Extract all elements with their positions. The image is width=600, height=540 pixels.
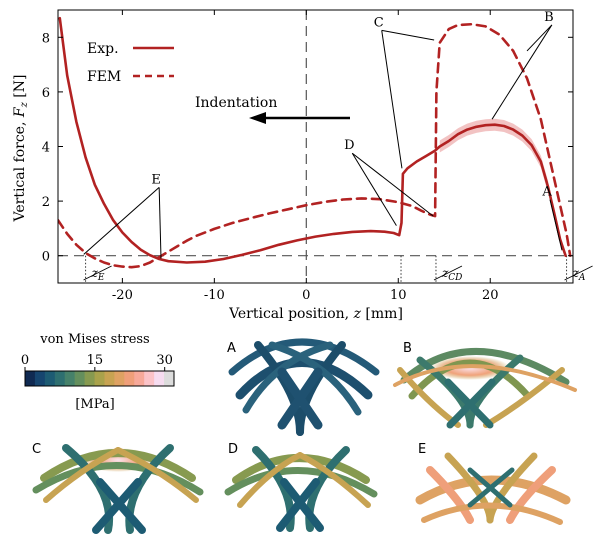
confidence-band-layer xyxy=(439,118,549,194)
colorbar-cell xyxy=(64,371,76,386)
colorbar-cells xyxy=(25,371,175,386)
y-axis-label: Vertical force, Fz [N] xyxy=(12,75,30,223)
x-tick-label: 10 xyxy=(390,288,407,303)
annotation-label: E xyxy=(151,172,161,187)
marker-label: zE xyxy=(91,266,105,283)
annotation-leader xyxy=(491,24,553,120)
panel-c-structure xyxy=(32,444,204,534)
colorbar-cell xyxy=(84,371,95,386)
panel-e-label: E xyxy=(418,442,426,457)
colorbar-cell xyxy=(54,371,66,386)
annotation-leader xyxy=(549,199,563,251)
panel-e: E xyxy=(415,442,571,525)
annotation-label: B xyxy=(544,10,554,25)
series-layer xyxy=(58,16,572,269)
marker-leader xyxy=(83,265,112,281)
panel-c-label: C xyxy=(32,442,41,457)
annotation-label: D xyxy=(344,138,354,153)
annotation-label: C xyxy=(374,15,384,30)
y-tick-label: 6 xyxy=(42,86,50,101)
colorbar-tick-label: 30 xyxy=(156,353,173,368)
colorbar-cell xyxy=(114,371,125,386)
indentation-label: Indentation xyxy=(195,95,277,111)
colorbar-cell xyxy=(144,371,155,386)
marker-label: zCD xyxy=(441,266,462,283)
colorbar-ticks: 0 15 30 xyxy=(21,353,173,386)
annotation-leader xyxy=(351,152,434,217)
colorbar-cell xyxy=(34,371,46,386)
x-axis-label: Vertical position, z [mm] xyxy=(228,306,403,322)
colorbar-cell xyxy=(104,371,115,386)
annotation-leader xyxy=(83,186,160,255)
annotation-label: A xyxy=(541,185,552,200)
colorbar-cell xyxy=(124,371,135,386)
panel-a: A xyxy=(227,338,380,436)
colorbar-cell xyxy=(44,371,56,386)
exp-band xyxy=(439,118,549,194)
annotations: A B C D E xyxy=(83,10,563,259)
panel-b: B xyxy=(393,341,577,429)
colorbar-cell xyxy=(25,371,36,386)
annotation-leader xyxy=(158,187,162,259)
plot-frame xyxy=(57,9,574,284)
arrow-head xyxy=(249,112,266,124)
marker-leader xyxy=(564,265,593,281)
legend-label-fem: FEM xyxy=(87,69,121,85)
legend: Exp. FEM xyxy=(87,41,174,85)
marker-leader xyxy=(433,265,463,281)
axis-ticks: -20 -10 0 10 20 0 2 4 6 8 xyxy=(42,10,573,303)
panel-c: C xyxy=(32,442,204,534)
colorbar-cell xyxy=(74,371,85,386)
x-tick-label: 0 xyxy=(302,288,310,303)
series-line-exp xyxy=(58,16,567,264)
annotation-leader xyxy=(351,152,397,226)
y-tick-label: 4 xyxy=(42,141,50,156)
colorbar-cell xyxy=(164,371,175,386)
colorbar-cell xyxy=(134,371,145,386)
y-tick-label: 2 xyxy=(42,195,50,210)
x-tick-label: 20 xyxy=(482,288,499,303)
annotation-leader xyxy=(381,29,435,41)
panel-a-structure xyxy=(228,338,380,436)
colorbar-title: von Mises stress xyxy=(39,332,149,347)
colorbar-cell xyxy=(94,371,105,386)
panel-d-label: D xyxy=(228,442,238,457)
legend-label-exp: Exp. xyxy=(87,41,119,57)
y-tick-label: 8 xyxy=(42,31,50,46)
y-tick-label: 0 xyxy=(42,250,50,265)
panel-d: D xyxy=(224,442,378,532)
colorbar-frame xyxy=(24,370,175,387)
colorbar-cell xyxy=(154,371,165,386)
x-tick-label: -10 xyxy=(204,288,225,303)
position-markers: zE zCD zA xyxy=(83,255,593,283)
annotation-leader xyxy=(381,30,403,169)
marker-label: zA xyxy=(572,266,586,283)
panel-a-label: A xyxy=(227,341,236,356)
reference-lines xyxy=(58,10,573,283)
panel-b-label: B xyxy=(403,341,412,356)
series-line-fem xyxy=(58,22,572,269)
colorbar-tick-label: 15 xyxy=(87,353,104,368)
stress-colorbar: von Mises stress 0 15 30 [MPa] xyxy=(21,332,175,412)
annotation-leader xyxy=(526,24,553,52)
panel-d-structure xyxy=(224,446,378,532)
colorbar-tick-label: 0 xyxy=(21,353,29,368)
colorbar-unit: [MPa] xyxy=(75,397,114,412)
indentation-arrow: Indentation xyxy=(195,95,350,124)
panel-e-structure xyxy=(415,452,571,525)
x-tick-label: -20 xyxy=(112,288,133,303)
panel-b-structure xyxy=(393,348,577,429)
